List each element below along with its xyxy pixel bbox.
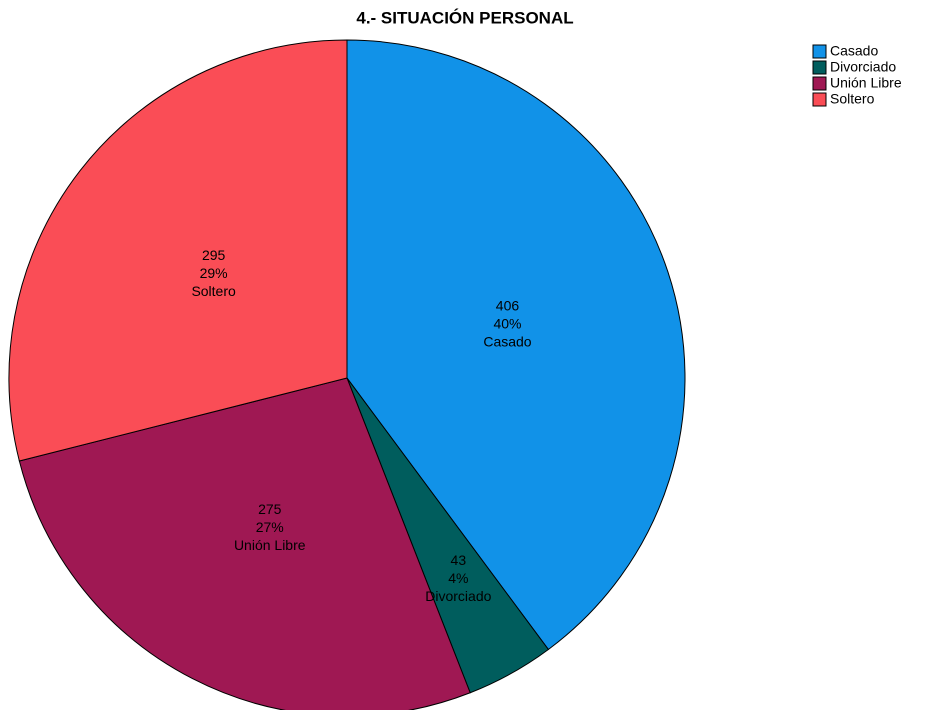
- pie-slice: [8, 39, 348, 462]
- legend-swatch: [812, 44, 827, 59]
- chart-title: 4.- SITUACIÓN PERSONAL: [356, 8, 573, 27]
- legend-label: Divorciado: [830, 59, 896, 75]
- slice-percent: 29%: [200, 265, 228, 281]
- slice-value: 43: [451, 552, 467, 568]
- slice-percent: 40%: [493, 316, 521, 332]
- slice-category: Soltero: [191, 283, 236, 299]
- legend-swatch: [812, 60, 827, 75]
- legend-swatch: [812, 92, 827, 107]
- legend-label: Soltero: [830, 91, 875, 107]
- slice-value: 275: [258, 501, 282, 517]
- legend-label: Unión Libre: [830, 75, 902, 91]
- slice-percent: 4%: [448, 570, 468, 586]
- slice-category: Unión Libre: [234, 537, 306, 553]
- slice-category: Casado: [483, 334, 531, 350]
- legend-label: Casado: [830, 43, 878, 59]
- slice-category: Divorciado: [425, 588, 491, 604]
- slice-percent: 27%: [256, 519, 284, 535]
- pie-slice: [346, 39, 686, 651]
- slice-value: 406: [496, 298, 520, 314]
- pie-slice: [18, 377, 471, 710]
- legend-swatch: [812, 76, 827, 91]
- slice-value: 295: [202, 247, 226, 263]
